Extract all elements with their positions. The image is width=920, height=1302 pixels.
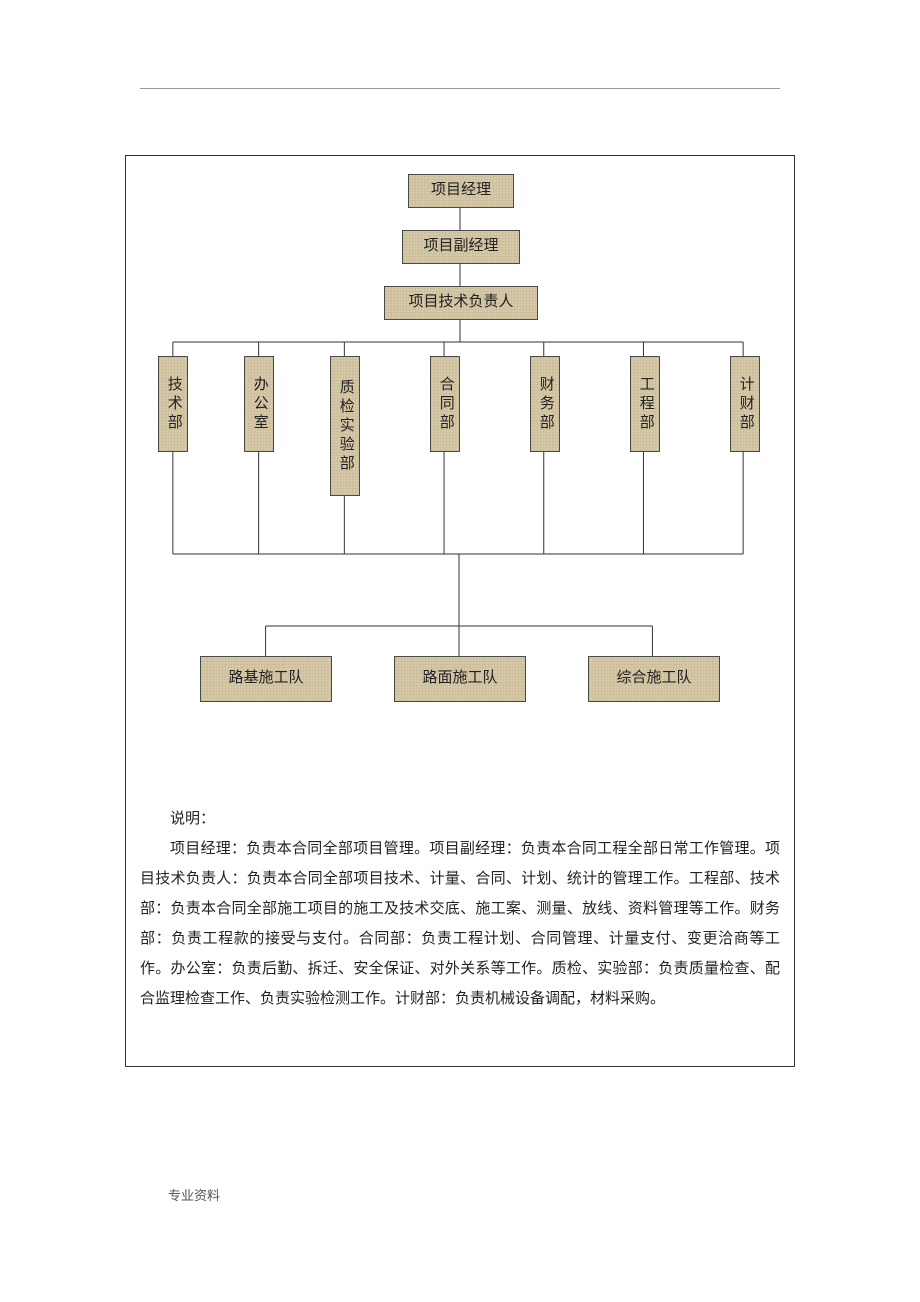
node-deputy-manager: 项目副经理 (402, 230, 520, 264)
node-label: 项目经理 (431, 181, 491, 201)
node-label: 项目副经理 (423, 237, 498, 257)
node-dept-qc-lab: 质检实验部 (330, 356, 360, 496)
node-team-pavement: 路面施工队 (394, 656, 526, 702)
page-rule (140, 88, 780, 89)
node-label: 工程部 (635, 376, 655, 433)
node-label: 综合施工队 (616, 669, 691, 689)
node-dept-engineering: 工程部 (630, 356, 660, 452)
node-label: 财务部 (535, 376, 555, 433)
description-heading: 说明： (140, 804, 780, 834)
node-label: 办公室 (249, 376, 269, 433)
node-dept-tech: 技术部 (158, 356, 188, 452)
node-label: 项目技术负责人 (408, 293, 513, 313)
page-footer: 专业资料 (168, 1185, 220, 1204)
org-chart: 项目经理 项目副经理 项目技术负责人 技术部 办公室 质检实验部 合同部 财务部… (126, 156, 794, 792)
node-dept-office: 办公室 (244, 356, 274, 452)
node-dept-planning-finance: 计财部 (730, 356, 760, 452)
node-label: 技术部 (163, 376, 183, 433)
node-label: 质检实验部 (335, 379, 355, 474)
node-project-manager: 项目经理 (408, 174, 514, 208)
description-block: 说明： 项目经理：负责本合同全部项目管理。项目副经理：负责本合同工程全部日常工作… (126, 792, 794, 1014)
content-frame: 项目经理 项目副经理 项目技术负责人 技术部 办公室 质检实验部 合同部 财务部… (125, 155, 795, 1067)
node-label: 计财部 (735, 376, 755, 433)
node-label: 路基施工队 (228, 669, 303, 689)
node-team-subgrade: 路基施工队 (200, 656, 332, 702)
description-body: 项目经理：负责本合同全部项目管理。项目副经理：负责本合同工程全部日常工作管理。项… (140, 834, 780, 1014)
node-label: 合同部 (435, 376, 455, 433)
node-label: 路面施工队 (422, 669, 497, 689)
node-dept-finance: 财务部 (530, 356, 560, 452)
node-tech-lead: 项目技术负责人 (384, 286, 538, 320)
node-team-general: 综合施工队 (588, 656, 720, 702)
node-dept-contract: 合同部 (430, 356, 460, 452)
